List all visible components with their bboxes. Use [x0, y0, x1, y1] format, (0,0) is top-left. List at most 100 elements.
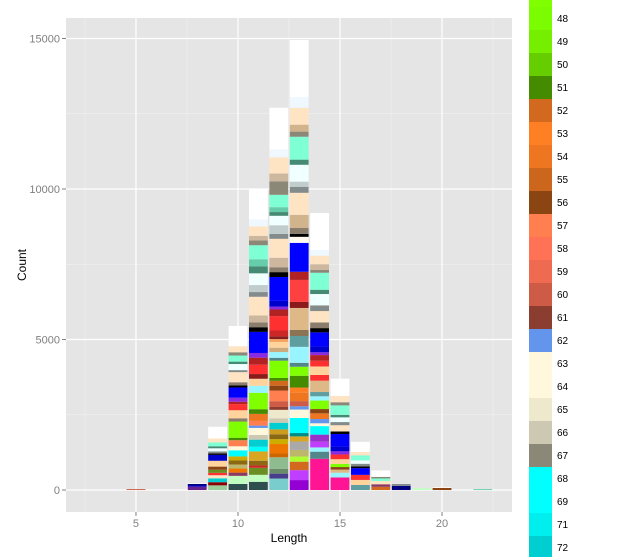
bar-segment: [310, 328, 330, 333]
bar-segment: [248, 219, 268, 227]
bar-segment: [330, 472, 350, 478]
legend-item: 60: [529, 283, 569, 306]
bar-segment: [248, 425, 268, 428]
bar-x-12: [269, 107, 289, 491]
legend-swatch: [529, 30, 552, 53]
bar-segment: [351, 484, 370, 491]
legend-item: 65: [529, 398, 569, 421]
legend-label: 49: [557, 37, 569, 48]
bar-segment: [269, 418, 289, 423]
bar-segment: [310, 419, 330, 424]
bar-segment: [228, 464, 248, 469]
bar-segment: [269, 272, 289, 278]
bar-segment: [289, 346, 309, 363]
bar-segment: [269, 422, 289, 430]
bar-segment: [289, 480, 309, 491]
bar-x-10: [228, 325, 248, 491]
legend-label: 59: [557, 267, 569, 278]
bar-segment: [289, 449, 309, 457]
bar-segment: [248, 226, 268, 236]
bar-segment: [269, 478, 289, 491]
bar-segment: [289, 279, 309, 302]
bar-segment: [269, 380, 289, 386]
bar-segment: [391, 484, 411, 486]
x-tick-label: 5: [133, 518, 139, 530]
bar-segment: [330, 431, 350, 435]
bar-segment: [351, 468, 370, 475]
bar-segment: [228, 352, 248, 356]
bar-segment: [208, 472, 227, 476]
bar-segment: [310, 447, 330, 452]
bar-segment: [289, 124, 309, 132]
bar-segment: [269, 453, 289, 458]
bar-segment: [330, 463, 350, 468]
bar-segment: [228, 440, 248, 447]
bar-segment: [310, 374, 330, 381]
bar-segment: [310, 423, 330, 427]
bar-segment: [228, 483, 248, 491]
bar-segment: [289, 97, 309, 108]
bar-segment: [248, 460, 268, 466]
legend-label: 53: [557, 129, 569, 140]
bar-segment: [208, 482, 227, 486]
bar-x-18: [391, 484, 411, 491]
bar-segment: [310, 272, 330, 290]
bar-segment: [269, 360, 289, 378]
bar-segment: [432, 487, 452, 488]
bar-x-5: [126, 489, 146, 491]
bar-segment: [269, 385, 289, 391]
bar-segment: [248, 474, 268, 482]
bar-segment: [269, 194, 289, 208]
bar-segment: [310, 322, 330, 329]
bar-segment: [228, 346, 248, 353]
bar-segment: [371, 476, 391, 479]
bar-segment: [289, 456, 309, 462]
bar-segment: [330, 454, 350, 460]
bar-segment: [289, 307, 309, 330]
bar-segment: [269, 316, 289, 331]
bar-segment: [248, 392, 268, 410]
bar-segment: [289, 242, 309, 272]
bar-segment: [248, 259, 268, 267]
bar-segment: [228, 446, 248, 451]
bar-segment: [228, 397, 248, 402]
y-tick-label: 5000: [36, 335, 60, 347]
bar-segment: [330, 451, 350, 455]
bar-segment: [310, 255, 330, 265]
bar-segment: [187, 485, 207, 487]
bar-segment: [289, 401, 309, 407]
bar-segment: [351, 451, 370, 456]
legend-swatch: [529, 237, 552, 260]
bar-segment: [289, 461, 309, 471]
bar-segment: [330, 378, 350, 396]
legend-item: 62: [529, 329, 569, 352]
bar-segment: [289, 329, 309, 336]
bar-segment: [269, 468, 289, 474]
legend-swatch: [529, 421, 552, 444]
bar-segment: [228, 372, 248, 383]
legend-swatch: [529, 145, 552, 168]
bar-segment: [289, 436, 309, 442]
bar-segment: [330, 467, 350, 470]
bar-segment: [289, 470, 309, 481]
bar-segment: [310, 396, 330, 401]
legend-swatch: [529, 375, 552, 398]
bar-segment: [228, 401, 248, 405]
bar-segment: [473, 489, 493, 491]
bar-segment: [289, 409, 309, 418]
bar-segment: [432, 487, 452, 491]
legend-item: 66: [529, 421, 569, 444]
bar-segment: [330, 446, 350, 452]
legend-swatch: [529, 490, 552, 513]
legend-label: 52: [557, 106, 569, 117]
bar-segment: [310, 451, 330, 459]
bar-segment: [371, 484, 391, 487]
bar-segment: [269, 300, 289, 307]
bar-segment: [269, 233, 289, 239]
bar-segment: [269, 439, 289, 445]
bar-segment: [330, 414, 350, 418]
bar-x-9: [208, 426, 227, 491]
bar-segment: [269, 330, 289, 337]
bar-segment: [248, 413, 268, 421]
bar-segment: [289, 181, 309, 187]
